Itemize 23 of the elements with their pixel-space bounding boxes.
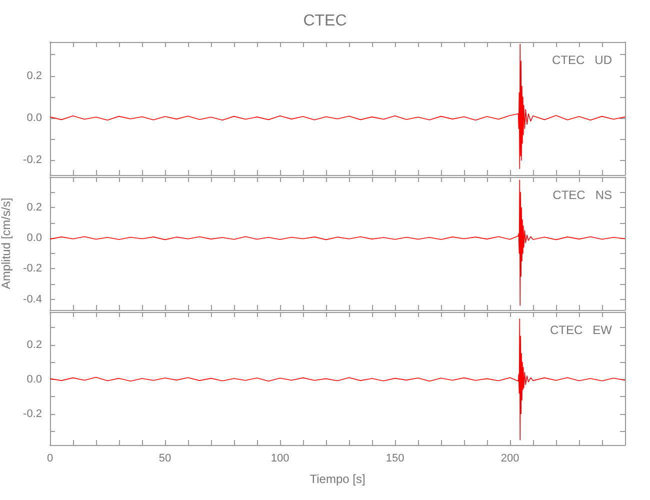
y-tick-label: 0.0 [26,112,42,124]
y-tick-label: 0.2 [26,338,42,351]
x-tick-label: 0 [46,452,54,464]
annotation: CTEC NS [552,188,612,202]
x-axis-title: Tiempo [s] [310,472,366,486]
x-tick-label: 150 [386,452,404,464]
y-tick-label: 0.2 [26,70,42,82]
x-tick-label: 200 [500,452,520,464]
y-tick-label: 0.2 [26,202,42,214]
y-axis-title: Amplitud [cm/s/s] [0,198,14,290]
y-tick-label: -0.2 [23,262,42,275]
y-tick-label: -0.2 [23,154,42,166]
line-series [50,180,626,306]
chart-title: CTEC [303,12,347,30]
y-tick-label: -0.4 [23,293,42,306]
y-tick-label: -0.2 [23,408,42,420]
annotation: CTEC UD [552,53,612,67]
line-series [50,318,626,440]
y-tick-label: 0.0 [26,373,42,386]
x-tick-label: 100 [270,452,290,464]
y-tick-label: 0.0 [26,232,42,244]
annotation: CTEC EW [550,323,613,337]
x-tick-label: 50 [158,452,172,464]
